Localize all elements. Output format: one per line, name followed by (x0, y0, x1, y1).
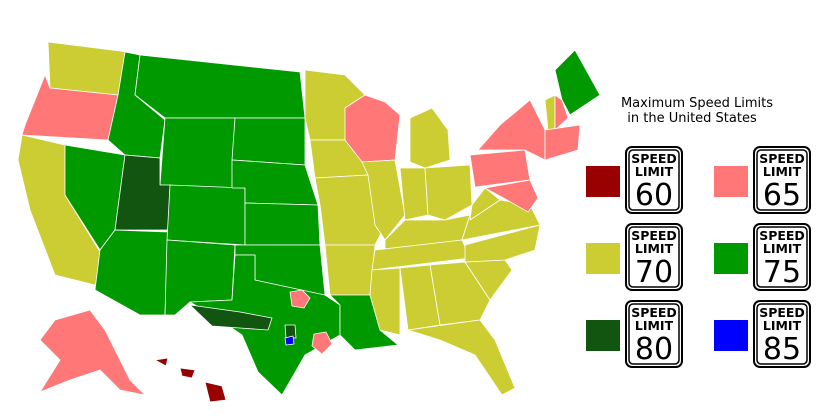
speed-sign-border (628, 303, 680, 365)
sign-text: SPEED (631, 228, 677, 243)
legend-swatch (714, 166, 748, 197)
legend-value: 65 (763, 178, 801, 213)
title: Maximum Speed Limits (621, 96, 773, 111)
legend-value: 80 (635, 332, 673, 367)
sign-text: LIMIT (763, 241, 802, 256)
legend-swatch (586, 320, 620, 351)
legend: SPEEDLIMIT60SPEEDLIMIT65SPEEDLIMIT70SPEE… (586, 146, 811, 368)
region (311, 331, 333, 355)
sign-text: LIMIT (763, 318, 802, 333)
title: in the United States (627, 111, 757, 126)
region (284, 335, 295, 346)
state (134, 54, 306, 119)
state (554, 94, 569, 131)
speed-sign-border (756, 226, 808, 288)
speed-sign (625, 300, 683, 368)
state (179, 367, 196, 379)
state (244, 202, 321, 246)
state (344, 94, 401, 163)
us-map (17, 41, 601, 403)
state (324, 244, 376, 296)
state (231, 117, 306, 166)
legend-value: 75 (763, 255, 801, 290)
legend-swatch (714, 243, 748, 274)
sign-text: LIMIT (763, 164, 802, 179)
speed-sign-border (756, 303, 808, 365)
region (284, 324, 297, 339)
state (47, 41, 129, 96)
state (369, 267, 401, 336)
legend-swatch (586, 243, 620, 274)
sign-text: LIMIT (635, 318, 674, 333)
speed-sign-border (628, 226, 680, 288)
sign-text: LIMIT (635, 164, 674, 179)
speed-sign-border (628, 149, 680, 211)
state (204, 381, 227, 403)
speed-sign (753, 146, 811, 214)
sign-text: SPEED (759, 151, 805, 166)
state (484, 179, 539, 213)
sign-text: SPEED (759, 228, 805, 243)
sign-text: SPEED (759, 305, 805, 320)
state (469, 187, 501, 221)
state (39, 309, 146, 396)
sign-text: LIMIT (635, 241, 674, 256)
sign-text: SPEED (631, 305, 677, 320)
state (544, 94, 556, 131)
legend-swatch (714, 320, 748, 351)
region (289, 289, 311, 309)
state (464, 224, 541, 263)
state (409, 107, 451, 169)
state (154, 357, 169, 367)
speed-sign (753, 223, 811, 291)
state (424, 164, 473, 221)
speed-sign (625, 146, 683, 214)
state (94, 229, 169, 316)
state (231, 159, 319, 206)
region (189, 304, 273, 331)
speed-sign-border (756, 149, 808, 211)
sign-text: SPEED (631, 151, 677, 166)
legend-swatch (586, 166, 620, 197)
legend-value: 85 (763, 332, 801, 367)
state (407, 319, 516, 396)
speed-sign (625, 223, 683, 291)
state (554, 49, 601, 116)
state (544, 124, 581, 161)
legend-value: 60 (635, 178, 673, 213)
speed-sign (753, 300, 811, 368)
state (399, 167, 429, 221)
legend-value: 70 (635, 255, 673, 290)
state (166, 184, 246, 246)
state (159, 117, 236, 189)
